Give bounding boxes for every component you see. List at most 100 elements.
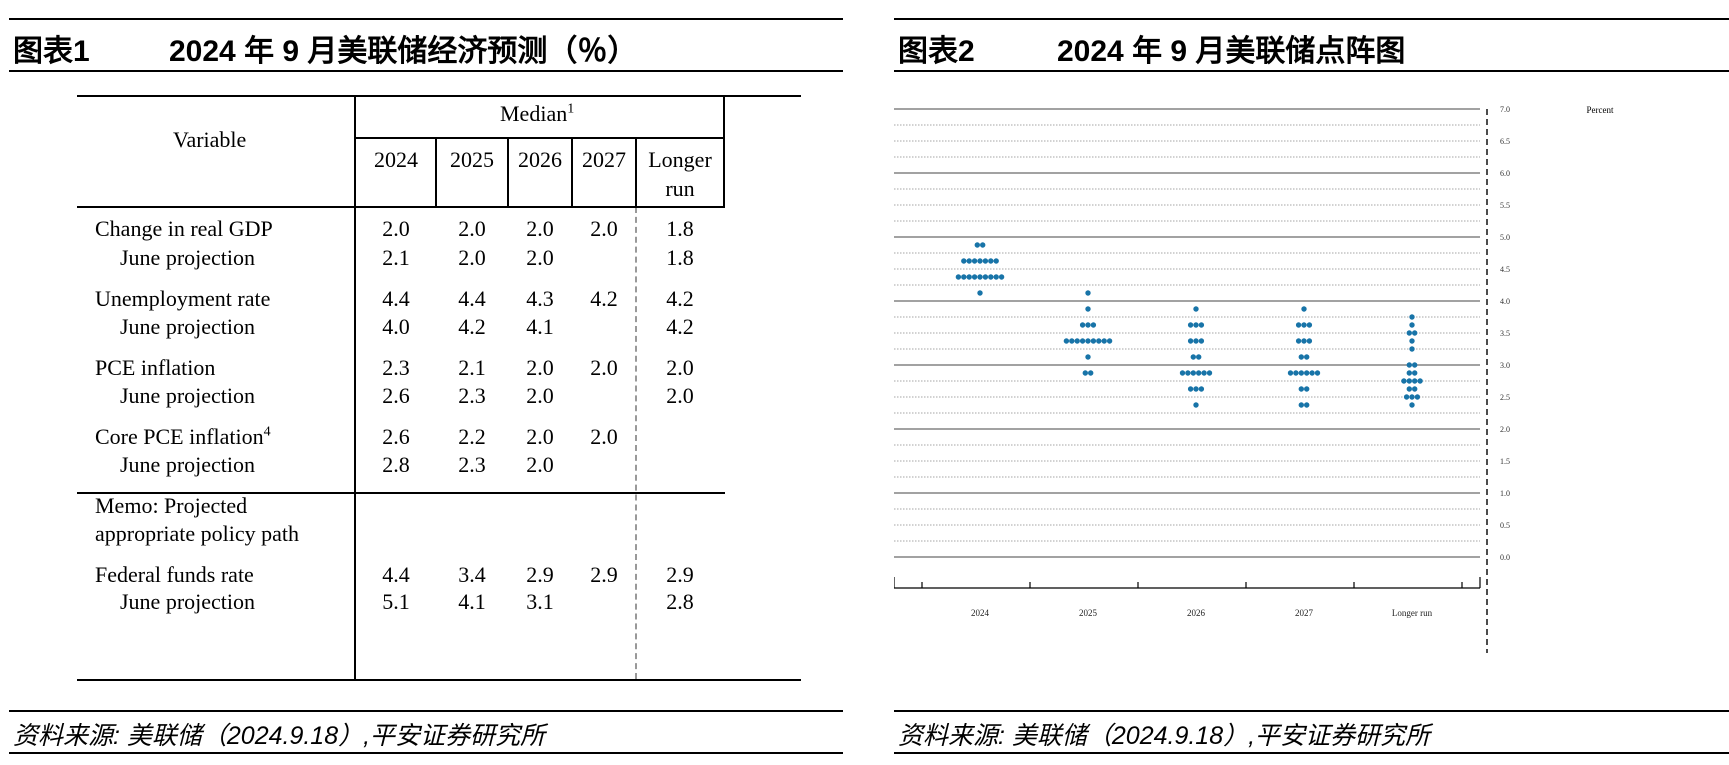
dot [1090, 338, 1097, 344]
dot [1304, 370, 1310, 376]
dot [1409, 394, 1415, 400]
dot [1293, 370, 1299, 376]
dot [966, 274, 972, 280]
dot [1309, 370, 1315, 376]
y-tick-label: 6.0 [1500, 169, 1510, 178]
dot [1304, 354, 1310, 360]
row-label: Change in real GDP [95, 216, 273, 241]
dot [1287, 370, 1294, 376]
row-label: PCE inflation [95, 355, 216, 380]
dot [961, 274, 967, 280]
y-tick-label: 7.0 [1500, 105, 1510, 114]
row-label: Federal funds rate [95, 562, 254, 587]
dot [955, 274, 962, 280]
x-axis: 2024 2025 2026 2027 Longer run [894, 577, 1481, 618]
dot [1079, 338, 1086, 344]
dot [1185, 370, 1191, 376]
dot [1096, 338, 1102, 344]
dot [1074, 338, 1080, 344]
table-cell: 2.0 [590, 216, 618, 241]
table-cell: 3.4 [458, 562, 486, 587]
table-cell: 4.0 [382, 314, 410, 339]
dot [1412, 386, 1418, 392]
dot [1409, 346, 1415, 352]
dot [1187, 338, 1194, 344]
table-cell: 2.0 [526, 452, 554, 477]
dot-plot-chart: 0.0 0.5 1.0 1.5 2.0 2.5 3.0 3.5 4.0 4.5 5.0 5.5 6.0 6… [894, 105, 1614, 653]
y-tick-label: 2.0 [1500, 425, 1510, 434]
table-cell: 2.0 [526, 216, 554, 241]
dot [1295, 338, 1302, 344]
table-cell: 2.0 [666, 383, 694, 408]
table-cell: 2.9 [666, 562, 694, 587]
table-cell: 4.4 [382, 286, 410, 311]
table-cell: 4.4 [458, 286, 486, 311]
dot [1406, 362, 1412, 368]
figure-1-panel: 图表1 2024 年 9 月美联储经济预测（％） Variable Median… [9, 0, 843, 765]
figure-2-source-text: 资料来源: 美联储（2024.9.18）,平安证券研究所 [898, 722, 1431, 750]
dot [1304, 402, 1310, 408]
dot [971, 274, 978, 280]
y-tick-labels: 0.0 0.5 1.0 1.5 2.0 2.5 3.0 3.5 4.0 4.5 5.0 5.5 6.0 6… [1500, 105, 1510, 562]
figure-2-source: 资料来源: 美联储（2024.9.18）,平安证券研究所 [894, 710, 1729, 754]
table-cell: 4.2 [590, 286, 618, 311]
y-tick-label: 5.0 [1500, 233, 1510, 242]
projections-table: Variable Median1 2024 2025 2026 2027 Lon… [77, 95, 801, 681]
y-tick-label: 2.5 [1500, 393, 1510, 402]
dot [1298, 354, 1304, 360]
table-cell: 2.0 [382, 216, 410, 241]
table-cell: 2.3 [458, 452, 486, 477]
table-cell: 4.1 [526, 314, 554, 339]
dot [1301, 306, 1307, 312]
dot [1298, 386, 1304, 392]
figure-2-title: 2024 年 9 月美联储点阵图 [1057, 35, 1406, 68]
y-tick-label: 5.5 [1500, 201, 1510, 210]
table-cell: 4.2 [666, 314, 694, 339]
dot [982, 274, 989, 280]
dot [988, 258, 994, 264]
dot [993, 258, 999, 264]
dot [1304, 386, 1310, 392]
table-cell: 2.9 [526, 562, 554, 587]
dot [1301, 322, 1307, 328]
dot [1063, 338, 1070, 344]
table-cell: 4.4 [382, 562, 410, 587]
row-label: June projection [120, 589, 256, 614]
variable-header: Variable [173, 127, 247, 152]
dot [1190, 370, 1196, 376]
dot [1412, 330, 1418, 336]
dot [1298, 370, 1304, 376]
dot [1201, 370, 1207, 376]
dot [1101, 338, 1107, 344]
figure-1-header: 图表1 2024 年 9 月美联储经济预测（％） [9, 18, 843, 72]
row-label: Unemployment rate [95, 286, 271, 311]
dot [1187, 386, 1194, 392]
row-label: June projection [120, 314, 256, 339]
dot [998, 274, 1005, 280]
median-header: Median1 [500, 101, 575, 126]
table-cell: 2.1 [382, 245, 410, 270]
dot [1206, 370, 1213, 376]
dot [1295, 322, 1302, 328]
dot [1409, 314, 1415, 320]
y-tick-label: 3.5 [1500, 329, 1510, 338]
dot [993, 274, 999, 280]
x-tick-label: 2025 [1079, 608, 1098, 618]
table-cell: 2.1 [458, 355, 486, 380]
table-cell: 2.0 [590, 355, 618, 380]
table-cell: 2.8 [666, 589, 694, 614]
dot [1198, 322, 1205, 328]
dot [977, 290, 983, 296]
figure-2-header: 图表2 2024 年 9 月美联储点阵图 [894, 18, 1729, 72]
dot [1085, 290, 1091, 296]
table-cell: 4.2 [666, 286, 694, 311]
dot [1406, 330, 1412, 336]
table-cell: 4.2 [458, 314, 486, 339]
figure-1-source-text: 资料来源: 美联储（2024.9.18）,平安证券研究所 [13, 722, 546, 750]
table-cell: 1.8 [666, 216, 694, 241]
dot [1298, 402, 1304, 408]
y-tick-label: 3.0 [1500, 361, 1510, 370]
dot [1412, 370, 1418, 376]
dot [1414, 394, 1421, 400]
x-tick-label: 2027 [1295, 608, 1314, 618]
